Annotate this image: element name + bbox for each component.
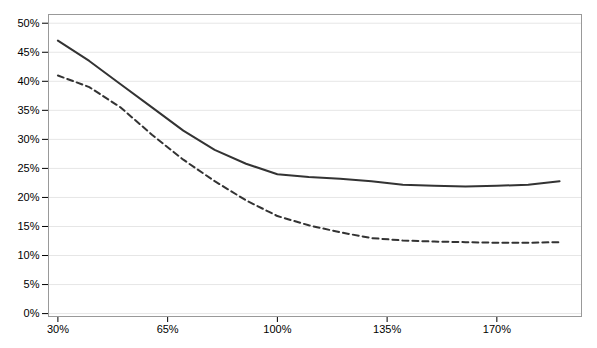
svg-text:170%: 170%: [483, 323, 511, 335]
svg-text:0%: 0%: [24, 307, 40, 319]
svg-text:5%: 5%: [24, 278, 40, 290]
svg-text:65%: 65%: [157, 323, 179, 335]
svg-text:40%: 40%: [17, 75, 39, 87]
svg-text:100%: 100%: [263, 323, 291, 335]
svg-text:50%: 50%: [17, 17, 39, 29]
svg-text:15%: 15%: [17, 220, 39, 232]
svg-text:30%: 30%: [17, 133, 39, 145]
svg-text:25%: 25%: [17, 162, 39, 174]
svg-text:10%: 10%: [17, 249, 39, 261]
svg-text:135%: 135%: [373, 323, 401, 335]
svg-text:30%: 30%: [47, 323, 69, 335]
svg-text:20%: 20%: [17, 191, 39, 203]
svg-text:35%: 35%: [17, 104, 39, 116]
svg-text:45%: 45%: [17, 46, 39, 58]
